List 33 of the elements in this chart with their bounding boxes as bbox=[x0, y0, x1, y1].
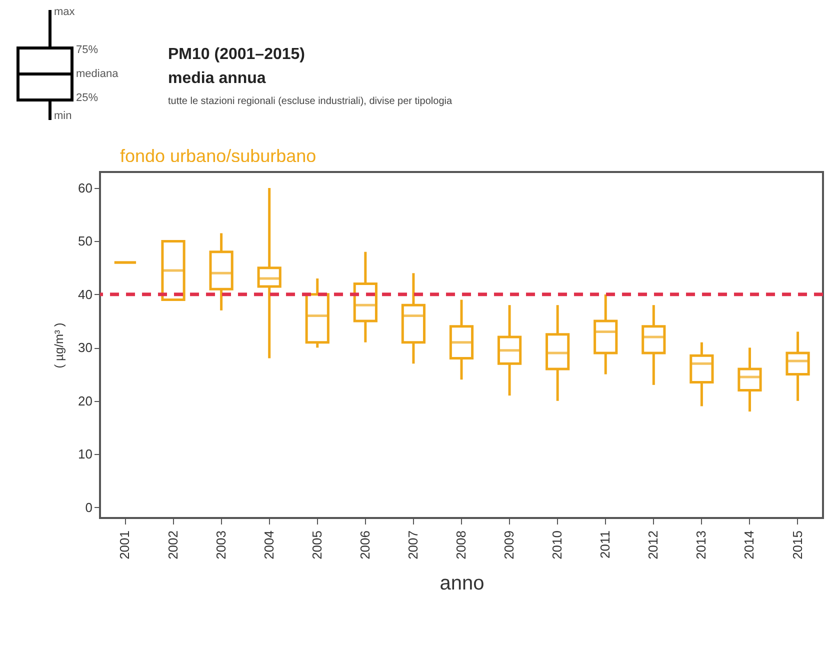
y-tick-label: 20 bbox=[78, 393, 92, 408]
y-tick-label: 60 bbox=[78, 180, 92, 196]
x-tick-label: 2013 bbox=[694, 530, 709, 560]
y-tick-label: 50 bbox=[78, 234, 92, 249]
x-tick-label: 2014 bbox=[742, 530, 757, 560]
y-tick-label: 40 bbox=[78, 286, 92, 302]
x-tick-label: 2010 bbox=[550, 530, 565, 560]
x-tick-label: 2002 bbox=[165, 530, 180, 560]
x-tick-label: 2005 bbox=[309, 530, 324, 560]
y-tick-label: 0 bbox=[85, 500, 92, 515]
x-tick-label: 2007 bbox=[405, 530, 420, 560]
x-tick-label: 2004 bbox=[261, 530, 276, 560]
x-tick-label: 2003 bbox=[213, 530, 228, 560]
text: max bbox=[54, 6, 75, 18]
text: 25% bbox=[76, 92, 98, 104]
chart-title: PM10 (2001–2015) bbox=[168, 46, 305, 64]
x-tick-label: 2012 bbox=[646, 530, 661, 560]
text: tutte le stazioni regionali (escluse industriali), divise per tipologia bbox=[168, 96, 452, 107]
text: fondo urbano/suburbano bbox=[120, 146, 316, 167]
x-tick-label: 2008 bbox=[454, 530, 468, 560]
x-axis-title: anno bbox=[440, 572, 484, 594]
x-tick-label: 2015 bbox=[790, 530, 805, 560]
y-axis-title: ( µg/m³ ) bbox=[52, 322, 66, 368]
chart-subtitle: media annua bbox=[168, 70, 266, 88]
x-tick-label: 2009 bbox=[502, 530, 517, 560]
text: 75% bbox=[76, 44, 98, 56]
text: min bbox=[54, 110, 72, 122]
x-tick-label: 2011 bbox=[598, 530, 613, 558]
x-tick-label: 2001 bbox=[117, 530, 132, 560]
y-tick-label: 10 bbox=[78, 446, 92, 462]
y-tick-label: 30 bbox=[78, 340, 92, 356]
x-tick-label: 2006 bbox=[357, 530, 372, 560]
text: mediana bbox=[76, 68, 118, 80]
